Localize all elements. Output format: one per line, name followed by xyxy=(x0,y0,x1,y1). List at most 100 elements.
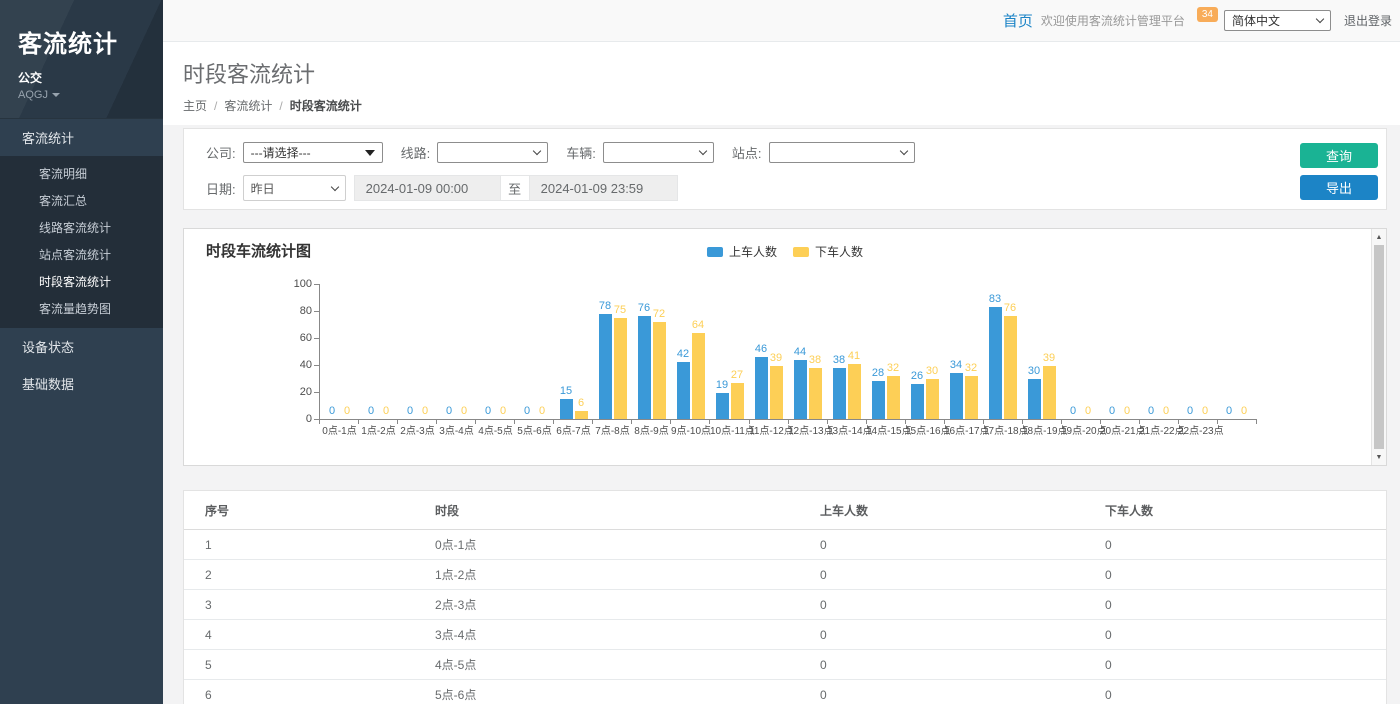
bar[interactable] xyxy=(754,356,768,419)
bar[interactable] xyxy=(988,306,1002,419)
y-axis-tick xyxy=(314,419,319,420)
logout-link[interactable]: 退出登录 xyxy=(1343,14,1392,28)
bar[interactable] xyxy=(832,367,846,419)
bar-group: 34 32 xyxy=(944,284,983,419)
language-select[interactable]: 简体中文 xyxy=(1223,10,1331,31)
bar-with-label: 0 xyxy=(341,284,354,419)
bar-group: 42 64 xyxy=(671,284,710,419)
breadcrumb-item[interactable]: 客流统计 xyxy=(224,99,273,113)
table-row: 4 3点-4点 0 0 xyxy=(184,619,1386,650)
bar[interactable] xyxy=(559,398,573,419)
bar-with-label: 0 xyxy=(1145,284,1158,419)
bar[interactable] xyxy=(676,362,690,419)
x-axis-tick-label: 21点-22点 xyxy=(1139,426,1185,437)
x-axis-tick-label: 5点-6点 xyxy=(517,426,552,437)
bar[interactable] xyxy=(1042,366,1056,419)
sidebar-subitem-flow-detail[interactable]: 客流明细 xyxy=(39,167,88,181)
bar-group: 0 0 xyxy=(1100,284,1139,419)
bar-value-label: 0 xyxy=(421,405,429,417)
bar-value-label: 75 xyxy=(613,303,627,316)
sidebar-subitem-flow-summary[interactable]: 客流汇总 xyxy=(39,194,88,208)
bar[interactable] xyxy=(691,332,705,419)
sidebar: 客流统计 公交 AQGJ 客流统计 客流明细 客流汇总 线路客流统计 站点客流统计 时段客… xyxy=(0,0,163,704)
date-preset-select[interactable]: 昨日 xyxy=(242,175,346,201)
scroll-up-icon[interactable]: ▲ xyxy=(1375,233,1383,241)
bar[interactable] xyxy=(925,378,939,419)
bar-with-label: 64 xyxy=(691,284,705,419)
sidebar-subitem-station-flow-stats[interactable]: 站点客流统计 xyxy=(39,248,112,262)
bar[interactable] xyxy=(613,317,627,419)
bar[interactable] xyxy=(730,382,744,419)
breadcrumb-item[interactable]: 主页 xyxy=(183,99,208,113)
bar-group: 0 0 xyxy=(437,284,476,419)
bar[interactable] xyxy=(886,375,900,419)
table-cell: 2点-3点 xyxy=(414,589,799,620)
filter-row-2: 日期: 昨日 2024-01-09 00:00 至 2024-01-09 23:… xyxy=(206,175,678,201)
y-axis-tick-label: 0 xyxy=(305,413,312,425)
bar[interactable] xyxy=(910,383,924,419)
bar-value-label: 76 xyxy=(1003,302,1017,315)
bar[interactable] xyxy=(769,366,783,419)
company-select[interactable]: ---请选择--- xyxy=(242,142,383,163)
legend-item-alighting[interactable]: 下车人数 xyxy=(793,243,863,260)
scroll-down-icon[interactable]: ▼ xyxy=(1375,453,1383,461)
x-axis-tick-label: 11点-12点 xyxy=(749,426,794,437)
bar[interactable] xyxy=(652,321,666,419)
period-flow-table: 序号 时段 上车人数 下车人数 1 0点-1点 0 0 2 1点-2点 0 0 3 2点-3点 0 0 4 3点… xyxy=(184,491,1386,704)
export-button[interactable]: 导出 xyxy=(1300,175,1378,200)
bar[interactable] xyxy=(808,367,822,419)
bar[interactable] xyxy=(637,316,651,419)
table-cell: 2 xyxy=(184,559,414,590)
vehicle-select[interactable] xyxy=(602,142,714,163)
sidebar-subitem-flow-trend-chart[interactable]: 客流量趋势图 xyxy=(39,302,112,316)
sidebar-subitem-period-flow-stats[interactable]: 时段客流统计 xyxy=(39,275,112,289)
bar[interactable] xyxy=(847,363,861,419)
sidebar-item-base-data[interactable]: 基础数据 xyxy=(22,377,75,392)
sidebar-item-passenger-flow-stats[interactable]: 客流统计 xyxy=(22,131,75,146)
bar-with-label: 72 xyxy=(652,284,666,419)
table-cell: 4点-5点 xyxy=(414,649,799,680)
chart-title: 时段车流统计图 xyxy=(206,243,312,260)
bar[interactable] xyxy=(715,393,729,419)
station-select[interactable] xyxy=(768,142,915,163)
sidebar-item-device-status[interactable]: 设备状态 xyxy=(22,340,75,355)
notification-badge[interactable]: 34 xyxy=(1196,7,1218,22)
bar[interactable] xyxy=(964,375,978,419)
table-column-header: 序号 xyxy=(184,491,414,530)
bar[interactable] xyxy=(1027,378,1041,419)
bar-value-label: 6 xyxy=(577,396,585,409)
chart-scrollbar[interactable]: ▲ ▼ xyxy=(1371,229,1386,465)
table-cell: 0点-1点 xyxy=(414,529,799,560)
table-header-row: 序号 时段 上车人数 下车人数 xyxy=(184,491,1386,530)
y-axis-tick-label: 60 xyxy=(299,332,312,344)
line-select[interactable] xyxy=(437,142,549,163)
bar-with-label: 6 xyxy=(574,284,588,419)
table-cell: 0 xyxy=(799,649,1084,680)
bar-value-label: 38 xyxy=(808,353,822,366)
bar-group: 0 0 xyxy=(476,284,515,419)
bar[interactable] xyxy=(598,313,612,419)
bar[interactable] xyxy=(574,410,588,419)
x-axis-tick-label: 16点-17点 xyxy=(944,426,990,437)
table-row: 3 2点-3点 0 0 xyxy=(184,589,1386,620)
legend-item-boarding[interactable]: 上车人数 xyxy=(706,243,777,260)
date-start-input[interactable]: 2024-01-09 00:00 xyxy=(353,175,501,201)
table-row: 6 5点-6点 0 0 xyxy=(184,679,1386,704)
y-axis-tick xyxy=(314,284,319,285)
y-axis-tick xyxy=(314,365,319,366)
home-link[interactable]: 首页 xyxy=(1002,13,1033,30)
bar-with-label: 19 xyxy=(715,284,729,419)
bar[interactable] xyxy=(793,359,807,419)
scrollbar-thumb[interactable] xyxy=(1374,245,1384,449)
bar[interactable] xyxy=(871,381,885,419)
breadcrumb-separator: / xyxy=(214,99,218,113)
bar[interactable] xyxy=(949,373,963,419)
x-axis-tick-label: 10点-11点 xyxy=(710,426,755,437)
bar-with-label: 75 xyxy=(613,284,627,419)
org-code-dropdown[interactable]: AQGJ xyxy=(18,89,163,101)
bar-value-label: 27 xyxy=(730,368,744,381)
date-end-input[interactable]: 2024-01-09 23:59 xyxy=(528,175,678,201)
sidebar-subitem-line-flow-stats[interactable]: 线路客流统计 xyxy=(39,221,112,235)
query-button[interactable]: 查询 xyxy=(1300,143,1378,168)
bar[interactable] xyxy=(1003,316,1017,419)
